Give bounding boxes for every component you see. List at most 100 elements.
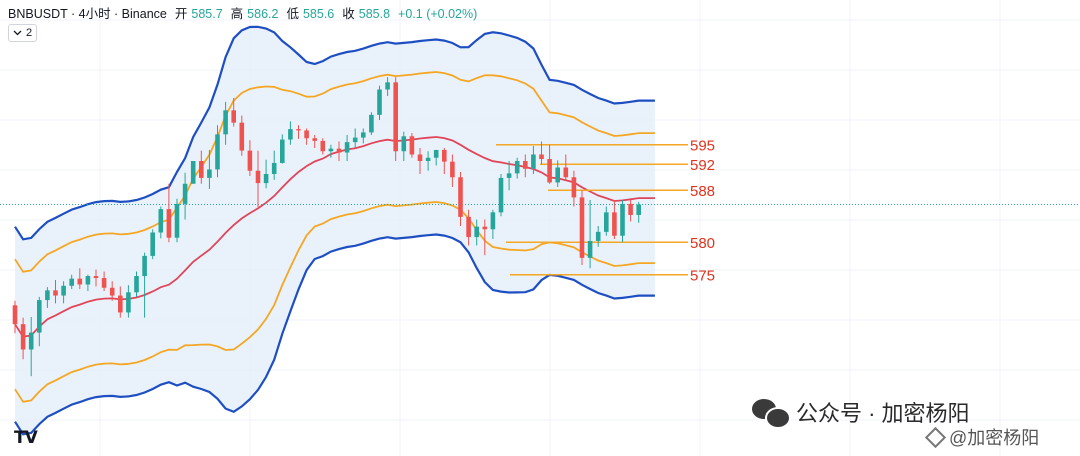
candle-body <box>450 161 455 178</box>
candle-body <box>134 276 139 293</box>
candle-body <box>288 129 293 140</box>
candle-body <box>263 174 269 184</box>
indicator-count: 2 <box>26 27 33 39</box>
wechat-icon <box>752 397 791 429</box>
watermark-bottom-text: @加密杨阳 <box>949 428 1040 448</box>
candle <box>28 317 34 377</box>
candle-body <box>539 154 544 160</box>
candle-body <box>28 332 34 350</box>
candle-body <box>312 138 317 141</box>
candle-body <box>45 290 50 301</box>
candle <box>118 286 123 318</box>
candle-body <box>190 161 196 184</box>
price-level-label-592: 592 <box>690 157 715 174</box>
candle-body <box>85 276 91 285</box>
candle-body <box>628 203 633 215</box>
candle-body <box>20 324 26 350</box>
candle-body <box>118 295 123 313</box>
candle <box>636 201 641 223</box>
candle-body <box>344 142 350 153</box>
candle <box>320 138 326 155</box>
candle <box>85 274 91 291</box>
candle <box>539 141 544 165</box>
candle-body <box>425 157 431 161</box>
candle <box>166 183 172 243</box>
candle-body <box>109 287 115 296</box>
candle-body <box>247 150 253 171</box>
outer-upper-band-line <box>14 25 655 241</box>
price-level-label-575: 575 <box>690 267 715 284</box>
candle <box>174 198 180 243</box>
candle-body <box>595 231 601 241</box>
watermark-top-text: 公众号 · 加密杨阳 <box>796 401 970 426</box>
candle-body <box>490 212 496 230</box>
candle-body <box>12 305 18 325</box>
price-level-label-580: 580 <box>690 235 715 252</box>
candle <box>207 149 212 189</box>
candle-body <box>61 285 66 296</box>
candle <box>442 148 447 174</box>
candle-body <box>409 136 415 155</box>
candle <box>555 160 560 187</box>
candle-body <box>93 276 99 278</box>
candle <box>199 150 204 184</box>
candle <box>401 131 407 161</box>
watermark-bottom: @加密杨阳 <box>924 424 1040 450</box>
candle-body <box>442 149 447 162</box>
candle <box>134 271 139 297</box>
candle-body <box>482 226 488 230</box>
candle-body <box>620 203 625 236</box>
watermark-top: 公众号 · 加密杨阳 <box>752 396 970 429</box>
candle-body <box>636 204 641 215</box>
candle <box>280 134 285 164</box>
candle <box>69 274 74 290</box>
candle <box>304 128 309 145</box>
candle-body <box>271 162 277 174</box>
candle-body <box>280 139 285 163</box>
candle <box>247 140 253 176</box>
candle-body <box>506 173 512 178</box>
candle-body <box>182 183 188 204</box>
candle <box>369 112 374 135</box>
candle-body <box>77 278 83 285</box>
candle <box>37 296 42 347</box>
candle <box>604 206 609 236</box>
candle <box>101 271 107 291</box>
candle-body <box>547 159 552 183</box>
candle-body <box>352 137 358 143</box>
candle-body <box>296 129 301 131</box>
candle <box>312 135 317 148</box>
candle-body <box>255 170 261 184</box>
candle-body <box>474 226 479 238</box>
high-value: 586.2 <box>247 7 279 21</box>
candle-body <box>531 154 536 169</box>
close-value: 585.8 <box>358 7 391 21</box>
chevron-down-icon <box>13 30 22 36</box>
candle <box>466 209 471 246</box>
symbol-title[interactable]: BNBUSDT · 4小时 · Binance <box>8 7 167 21</box>
candle <box>498 174 504 217</box>
candle-body <box>466 216 471 238</box>
candle <box>417 148 423 174</box>
candle <box>482 219 488 256</box>
candle <box>328 144 334 158</box>
candle-body <box>37 300 42 333</box>
candle <box>620 200 625 243</box>
candle-body <box>523 161 528 169</box>
candle <box>628 200 633 222</box>
candle-body <box>514 161 520 174</box>
candle <box>20 317 26 360</box>
candle-body <box>304 130 309 139</box>
candle <box>142 252 147 318</box>
candle <box>458 172 463 226</box>
candle <box>223 101 228 145</box>
tradingview-logo[interactable]: TV <box>14 428 38 448</box>
candle <box>158 206 164 239</box>
indicator-toggle-button[interactable]: 2 <box>8 24 38 42</box>
candle <box>215 125 220 178</box>
candle <box>344 135 350 161</box>
candle <box>126 285 131 318</box>
candlestick-series <box>12 77 641 377</box>
